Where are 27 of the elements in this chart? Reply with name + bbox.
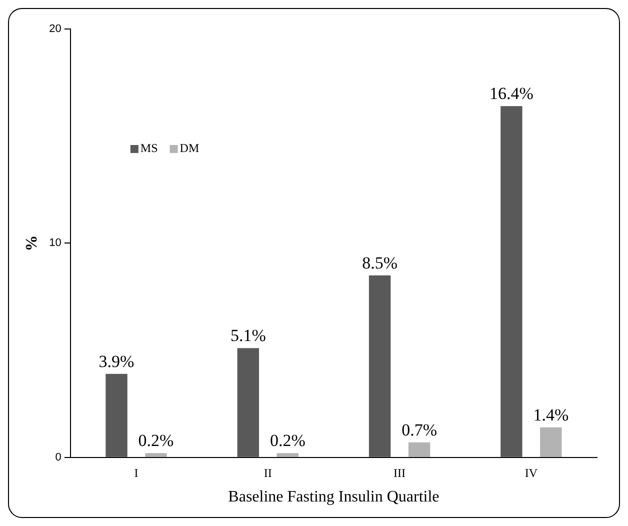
legend-label: MS xyxy=(140,141,158,156)
x-tick-label: I xyxy=(134,466,138,480)
bar xyxy=(145,453,167,457)
text: 16.4% xyxy=(489,84,534,104)
bar xyxy=(500,106,522,457)
x-tick-label: II xyxy=(264,466,272,480)
y-tick-label: 20 xyxy=(49,23,62,36)
bar xyxy=(408,442,430,457)
bar xyxy=(237,348,260,457)
text: 0.7% xyxy=(402,420,437,440)
x-tick-label: III xyxy=(394,466,406,480)
text: 8.5% xyxy=(362,253,398,272)
text: 1.4% xyxy=(533,405,569,424)
x-axis-title: Baseline Fasting Insulin Quartile xyxy=(228,488,440,506)
y-tick-label: 10 xyxy=(49,237,62,250)
x-tick-label: IV xyxy=(524,466,538,480)
y-tick-label: 0 xyxy=(55,451,62,464)
y-axis-title: % xyxy=(24,235,41,252)
bar xyxy=(540,427,562,457)
text: 5.1% xyxy=(230,326,266,346)
bar xyxy=(368,275,391,457)
text: 0.2% xyxy=(138,431,174,450)
bar xyxy=(276,453,299,457)
text: 0.2% xyxy=(270,431,306,450)
bar xyxy=(106,374,128,457)
legend-label: DM xyxy=(180,141,200,156)
text: 3.9% xyxy=(98,352,134,371)
